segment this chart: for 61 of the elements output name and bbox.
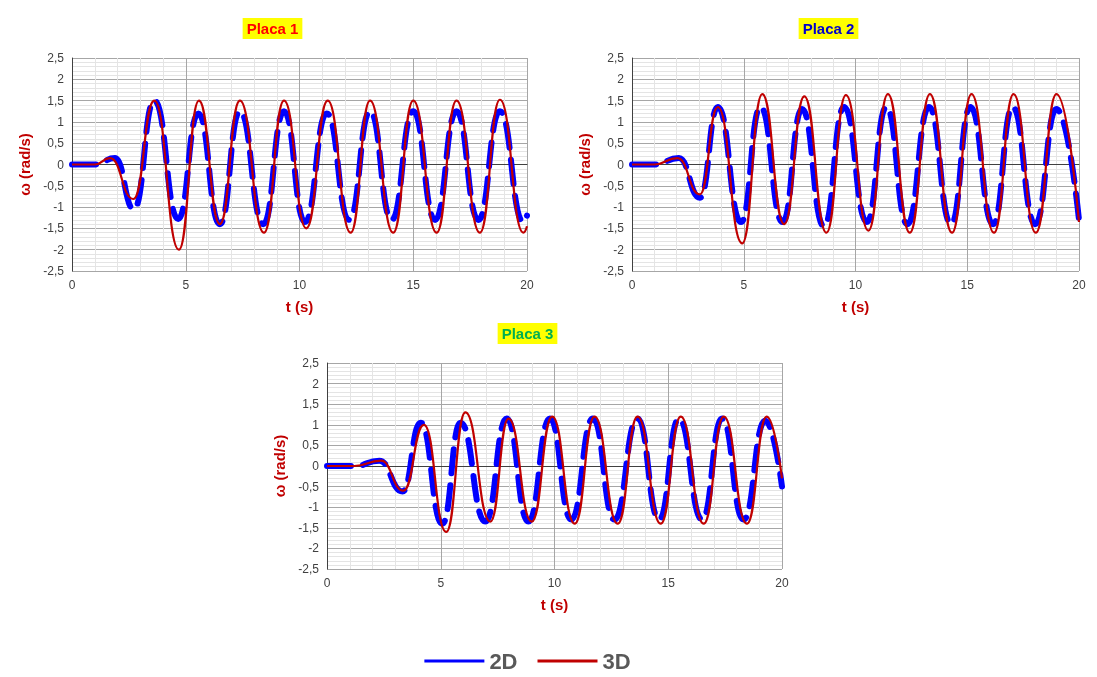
y-axis-title: ω (rad/s): [271, 434, 289, 498]
x-tick-label: 5: [182, 278, 190, 292]
x-tick-label: 20: [1072, 278, 1086, 292]
y-axis-title: ω (rad/s): [576, 133, 594, 196]
x-tick-label: 0: [68, 278, 76, 292]
y-tick-label: 2: [57, 72, 65, 87]
y-tick-label: 1,5: [47, 93, 65, 108]
y-tick-label: -2,5: [43, 264, 65, 278]
y-tick-label: -0,5: [603, 178, 625, 193]
y-tick-label: 0: [312, 459, 320, 473]
chart-title: Placa 2: [802, 20, 855, 37]
x-tick-label: 20: [775, 576, 789, 590]
legend-label: 2D: [489, 648, 518, 674]
y-tick-label: 0,5: [47, 136, 65, 151]
x-tick-label: 15: [661, 576, 676, 590]
y-tick-label: -2,5: [298, 562, 320, 576]
line-series: [630, 93, 1081, 245]
x-tick-label: 10: [848, 278, 863, 292]
y-tick-label: -0,5: [43, 178, 65, 193]
y-tick-label: -0,5: [298, 479, 320, 494]
y-tick-label: 0: [617, 157, 625, 172]
y-tick-label: -1,5: [298, 520, 320, 535]
y-tick-label: 2,5: [302, 356, 320, 370]
x-tick-label: 10: [292, 278, 307, 292]
y-tick-label: 1: [312, 417, 320, 432]
x-tick-label: 15: [960, 278, 975, 292]
y-tick-label: 1: [617, 114, 625, 129]
y-tick-label: 1,5: [302, 397, 320, 412]
x-tick-label: 5: [740, 278, 748, 292]
x-tick-label: 15: [406, 278, 421, 292]
y-tick-label: -1: [53, 200, 65, 215]
x-tick-label: 5: [437, 576, 445, 590]
y-axis-title: ω (rad/s): [16, 133, 34, 196]
x-axis-title: t (s): [540, 596, 569, 613]
x-axis-title: t (s): [841, 298, 870, 315]
y-tick-label: 2,5: [607, 51, 625, 65]
y-tick-label: 0: [57, 157, 65, 172]
y-tick-label: 1,5: [607, 93, 625, 108]
y-tick-label: -2: [613, 242, 625, 257]
y-tick-label: 2: [617, 72, 625, 87]
y-tick-label: 0,5: [302, 438, 320, 453]
x-tick-label: 0: [323, 576, 331, 590]
x-axis-title: t (s): [285, 298, 314, 315]
y-tick-label: -1,5: [43, 221, 65, 236]
legend-label: 3D: [602, 648, 631, 674]
y-tick-label: -1,5: [603, 221, 625, 236]
line-series: [70, 98, 529, 251]
y-tick-label: 2: [312, 376, 320, 391]
x-tick-label: 10: [547, 576, 562, 590]
x-tick-label: 20: [520, 278, 534, 292]
x-tick-label: 0: [628, 278, 636, 292]
y-tick-label: -2,5: [603, 264, 625, 278]
y-tick-label: 1: [57, 114, 65, 129]
y-tick-label: 2,5: [47, 51, 65, 65]
chart-title: Placa 1: [246, 20, 299, 37]
y-tick-label: -1: [308, 500, 320, 515]
y-tick-label: -2: [53, 242, 65, 257]
y-tick-label: 0,5: [607, 136, 625, 151]
y-tick-label: -2: [308, 541, 320, 556]
y-tick-label: -1: [613, 200, 625, 215]
chart-title: Placa 3: [501, 325, 554, 342]
